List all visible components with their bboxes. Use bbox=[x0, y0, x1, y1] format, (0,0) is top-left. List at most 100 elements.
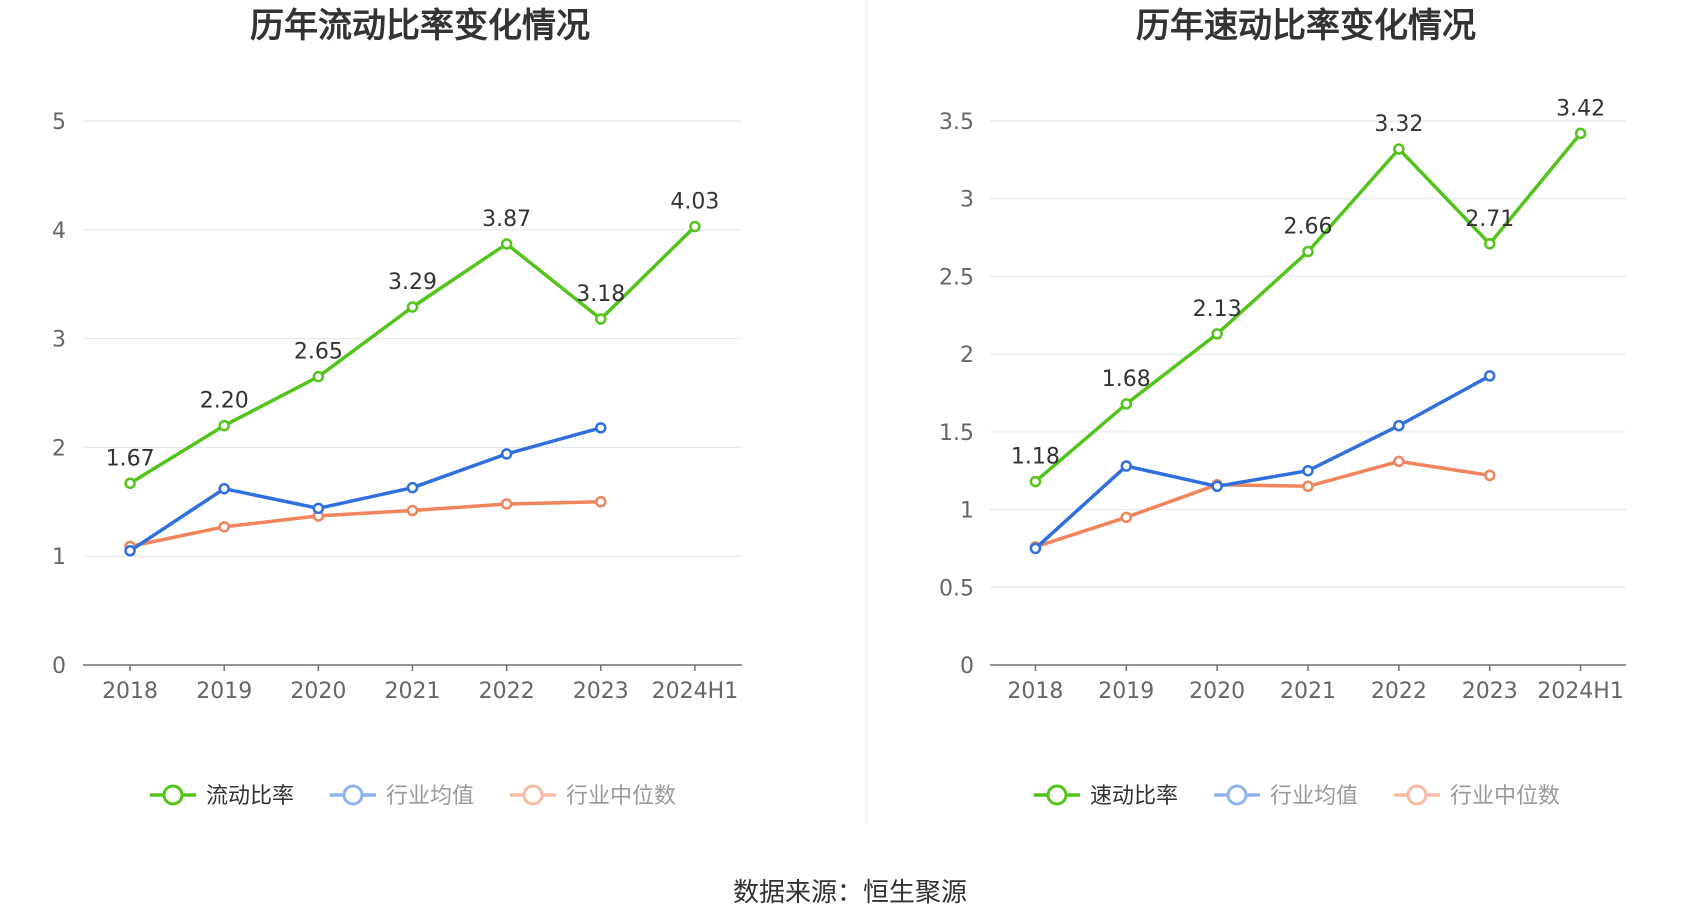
data-label: 1.67 bbox=[106, 446, 155, 471]
data-point bbox=[124, 545, 136, 557]
x-tick-label: 2021 bbox=[1280, 679, 1336, 704]
legend-marker-icon bbox=[162, 784, 184, 806]
x-tick-label: 2018 bbox=[102, 679, 158, 704]
series-line bbox=[1034, 374, 1491, 550]
data-label: 1.68 bbox=[1102, 367, 1151, 392]
data-point bbox=[595, 313, 607, 325]
data-point bbox=[1029, 475, 1042, 488]
data-label: 3.87 bbox=[482, 207, 531, 232]
data-point bbox=[1302, 464, 1314, 477]
data-point bbox=[406, 481, 419, 494]
y-tick-label: 2 bbox=[52, 436, 66, 461]
data-point bbox=[406, 504, 419, 517]
data-label: 3.32 bbox=[1374, 112, 1423, 137]
chart-title: 历年流动比率变化情况 bbox=[250, 6, 590, 46]
data-point bbox=[1211, 480, 1223, 493]
data-label: 2.20 bbox=[200, 389, 249, 414]
data-point bbox=[218, 521, 230, 533]
data-point bbox=[1574, 127, 1587, 140]
data-point bbox=[1302, 480, 1314, 493]
data-point bbox=[500, 498, 513, 510]
legend-label: 行业均值 bbox=[1270, 784, 1358, 809]
series-line bbox=[1034, 459, 1490, 549]
legend-marker-icon bbox=[342, 784, 364, 806]
data-point bbox=[500, 448, 513, 460]
data-point bbox=[1302, 245, 1314, 258]
chart-title: 历年速动比率变化情况 bbox=[1136, 6, 1476, 46]
y-tick-label: 5 bbox=[52, 110, 66, 135]
data-point bbox=[1120, 511, 1133, 524]
data-point bbox=[1393, 455, 1405, 468]
data-label: 1.18 bbox=[1011, 445, 1060, 470]
legend-marker-icon bbox=[1046, 784, 1068, 806]
data-point bbox=[1393, 143, 1405, 155]
x-tick-label: 2024H1 bbox=[1537, 679, 1624, 704]
x-tick-label: 2018 bbox=[1007, 679, 1063, 704]
data-point bbox=[1029, 542, 1042, 555]
data-point bbox=[595, 422, 607, 434]
data-label: 4.03 bbox=[670, 190, 719, 215]
data-point bbox=[218, 482, 230, 495]
y-tick-label: 2.5 bbox=[939, 265, 974, 290]
legend-label: 行业均值 bbox=[386, 784, 474, 809]
y-tick-label: 0.5 bbox=[939, 576, 974, 601]
series-line bbox=[129, 500, 601, 549]
x-tick-label: 2023 bbox=[1462, 679, 1518, 704]
legend-label: 流动比率 bbox=[206, 784, 294, 809]
series-line bbox=[1034, 132, 1582, 483]
data-label: 2.66 bbox=[1284, 215, 1333, 240]
data-point bbox=[1483, 238, 1496, 250]
data-label: 2.65 bbox=[294, 340, 343, 365]
data-point bbox=[218, 419, 230, 432]
y-tick-label: 1.5 bbox=[939, 421, 974, 446]
x-tick-label: 2024H1 bbox=[652, 679, 739, 704]
legend-label: 行业中位数 bbox=[1450, 784, 1560, 809]
chart-divider bbox=[866, 0, 867, 825]
y-tick-label: 4 bbox=[52, 219, 66, 244]
data-point bbox=[312, 502, 325, 515]
x-tick-label: 2019 bbox=[1098, 679, 1154, 704]
data-label: 3.29 bbox=[388, 270, 437, 295]
y-tick-label: 2 bbox=[960, 343, 974, 368]
data-point bbox=[1120, 398, 1133, 410]
data-source-note: 数据来源：恒生聚源 bbox=[732, 878, 967, 908]
data-point bbox=[595, 496, 607, 508]
quick-ratio-chart: 历年速动比率变化情况 0 0.5 1 1.5 2 2.5 3 3.5 2018 2019 2020 20… bbox=[939, 6, 1626, 809]
legend-marker-icon bbox=[1406, 784, 1428, 806]
legend-label: 速动比率 bbox=[1090, 784, 1178, 809]
y-tick-label: 0 bbox=[960, 654, 974, 679]
legend-label: 行业中位数 bbox=[566, 784, 676, 809]
x-tick-label: 2019 bbox=[196, 679, 252, 704]
data-label: 3.18 bbox=[576, 282, 625, 307]
y-tick-label: 3 bbox=[52, 328, 66, 353]
x-tick-label: 2021 bbox=[385, 679, 441, 704]
x-tick-label: 2022 bbox=[479, 679, 535, 704]
data-label: 3.42 bbox=[1556, 96, 1605, 121]
data-point bbox=[312, 370, 325, 383]
legend-marker-icon bbox=[1226, 784, 1248, 806]
y-tick-label: 1 bbox=[960, 499, 974, 524]
data-point bbox=[500, 238, 513, 250]
data-point bbox=[1120, 460, 1133, 472]
y-tick-label: 0 bbox=[52, 654, 66, 679]
x-tick-label: 2022 bbox=[1371, 679, 1427, 704]
data-point bbox=[406, 301, 419, 313]
y-tick-label: 1 bbox=[52, 545, 66, 570]
data-point bbox=[689, 220, 701, 233]
y-tick-label: 3 bbox=[960, 188, 974, 213]
x-tick-label: 2023 bbox=[573, 679, 629, 704]
data-point bbox=[1393, 419, 1405, 432]
data-point bbox=[1483, 469, 1496, 482]
y-tick-label: 3.5 bbox=[939, 110, 974, 135]
series-line bbox=[129, 426, 602, 553]
data-point bbox=[1211, 328, 1223, 340]
data-point bbox=[1483, 370, 1496, 382]
current-ratio-chart: 历年流动比率变化情况 0 1 2 3 4 5 2018 2019 2020 2021 2022 2023… bbox=[52, 6, 742, 809]
series-line bbox=[129, 225, 697, 485]
data-label: 2.13 bbox=[1193, 297, 1242, 322]
x-tick-label: 2020 bbox=[1189, 679, 1245, 704]
data-label: 2.71 bbox=[1465, 207, 1514, 232]
legend-marker-icon bbox=[522, 784, 544, 806]
x-tick-label: 2020 bbox=[290, 679, 346, 704]
data-point bbox=[124, 477, 136, 490]
